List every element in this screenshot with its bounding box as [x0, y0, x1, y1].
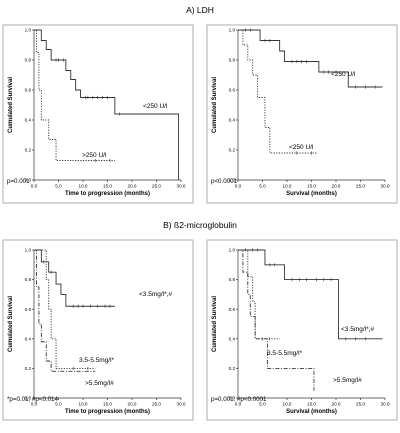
series-label: <250 U/l — [331, 71, 356, 78]
x-axis-title: Survival (months) — [286, 409, 337, 415]
y-tick-label: 0.2 — [25, 366, 32, 371]
y-tick-label: 0.4 — [229, 118, 236, 123]
panel-frame — [2, 239, 194, 421]
survival-curve-2 — [238, 29, 317, 154]
y-tick-label: 0.8 — [229, 277, 236, 282]
survival-curve-1 — [34, 249, 115, 307]
x-tick-label: 20.0 — [332, 184, 341, 189]
x-tick-label: 0.0 — [235, 184, 242, 189]
survival-curve-1 — [34, 29, 179, 180]
x-tick-label: 0.0 — [31, 402, 38, 407]
series-label: >5.5mg/l# — [85, 380, 114, 387]
x-tick-label: 10.0 — [283, 402, 292, 407]
y-tick-label: 0.6 — [229, 307, 236, 312]
x-axis-title: Time to progression (months) — [65, 191, 150, 197]
y-tick-label: 0.0 — [25, 396, 32, 401]
y-tick-label: 1.0 — [25, 28, 32, 33]
y-tick-label: 0.6 — [25, 88, 32, 93]
y-tick-label: 0.2 — [229, 148, 236, 153]
km-panel-3: 0.0 0.2 0.4 0.6 0.8 1.0 0.0 5.0 10.0 15.0 20.0 25.0… — [2, 239, 194, 421]
x-tick-label: 15.0 — [307, 402, 316, 407]
x-tick-label: 15.0 — [103, 184, 112, 189]
y-tick-label: 0.8 — [25, 58, 32, 63]
y-tick-label: 0.6 — [229, 88, 236, 93]
x-tick-label: 20.0 — [128, 184, 137, 189]
series-label: >250 U/l — [82, 152, 107, 159]
y-axis-title: Cumulated Survival — [212, 77, 218, 133]
series-label: <3.5mg/l*,# — [139, 291, 172, 298]
y-tick-label: 0.2 — [229, 366, 236, 371]
y-tick-label: 0.0 — [229, 396, 236, 401]
panel-frame — [206, 24, 398, 204]
x-tick-label: 15.0 — [307, 184, 316, 189]
y-tick-label: 0.6 — [25, 307, 32, 312]
y-tick-label: 0.0 — [25, 178, 32, 183]
x-axis-title: Survival (months) — [286, 191, 337, 197]
x-tick-label: 0.0 — [235, 402, 242, 407]
series-label: <3.5mg/l*,# — [341, 326, 374, 333]
x-tick-label: 25.0 — [356, 402, 365, 407]
x-tick-label: 30.0 — [177, 402, 186, 407]
series-label: >5.5mg/l# — [333, 377, 362, 384]
section-title-a: A) LDH — [186, 5, 214, 15]
x-tick-label: 30.0 — [381, 402, 390, 407]
y-axis-title: Cumulated Survival — [8, 296, 14, 352]
x-tick-label: 5.0 — [259, 402, 266, 407]
panel-frame — [2, 24, 194, 204]
x-tick-label: 10.0 — [79, 184, 88, 189]
y-tick-label: 0.4 — [25, 118, 32, 123]
x-tick-label: 15.0 — [103, 402, 112, 407]
survival-curve-1 — [238, 29, 383, 88]
series-label: 3.5-5.5mg/l* — [79, 357, 115, 364]
y-tick-label: 1.0 — [25, 248, 32, 253]
x-tick-label: 10.0 — [283, 184, 292, 189]
x-tick-label: 30.0 — [381, 184, 390, 189]
km-panels: 0.0 0.2 0.4 0.6 0.8 1.0 0.0 5.0 10.0 15.0 20.0 25.0… — [2, 24, 398, 421]
survival-curve-2 — [238, 249, 280, 340]
km-panel-4: 0.0 0.2 0.4 0.6 0.8 1.0 0.0 5.0 10.0 15.0 20.0 25.0… — [206, 239, 398, 421]
series-label: <250 U/l — [289, 144, 314, 151]
x-tick-label: 5.0 — [55, 184, 62, 189]
x-tick-label: 25.0 — [152, 184, 161, 189]
x-tick-label: 25.0 — [356, 184, 365, 189]
x-tick-label: 25.0 — [152, 402, 161, 407]
x-tick-label: 5.0 — [55, 402, 62, 407]
survival-curve-3 — [238, 249, 315, 391]
survival-curve-3 — [34, 249, 96, 372]
series-label: <250 U/l — [143, 103, 168, 110]
p-value: *p=0.01; #p<0.014 — [7, 396, 58, 403]
x-tick-label: 5.0 — [259, 184, 266, 189]
p-value: p<0.0001 — [211, 178, 238, 185]
section-title-b: B) ß2-microglobulin — [163, 220, 237, 230]
x-tick-label: 10.0 — [79, 402, 88, 407]
y-tick-label: 0.8 — [229, 58, 236, 63]
series-label: 3.5-5.5mg/l* — [267, 350, 303, 357]
y-tick-label: 0.4 — [25, 336, 32, 341]
x-tick-label: 30.0 — [177, 184, 186, 189]
x-axis-title: Time to progression (months) — [65, 409, 150, 415]
survival-curve-2 — [34, 29, 115, 161]
y-axis-title: Cumulated Survival — [212, 296, 218, 352]
y-tick-label: 0.2 — [25, 148, 32, 153]
p-value: p=0.001 — [7, 178, 30, 185]
y-axis-title: Cumulated Survival — [8, 77, 14, 133]
x-tick-label: 0.0 — [31, 184, 38, 189]
survival-curve-1 — [238, 249, 383, 340]
y-tick-label: 0.0 — [229, 178, 236, 183]
km-panel-2: 0.0 0.2 0.4 0.6 0.8 1.0 0.0 5.0 10.0 15.0 20.0 25.0… — [206, 24, 398, 204]
km-panel-1: 0.0 0.2 0.4 0.6 0.8 1.0 0.0 5.0 10.0 15.0 20.0 25.0… — [2, 24, 194, 204]
y-tick-label: 0.4 — [229, 336, 236, 341]
y-tick-label: 0.8 — [25, 277, 32, 282]
x-tick-label: 20.0 — [332, 402, 341, 407]
x-tick-label: 20.0 — [128, 402, 137, 407]
p-value: p=0.001; #p<0.0001 — [211, 396, 267, 403]
survival-curve-2 — [34, 249, 96, 369]
y-tick-label: 1.0 — [229, 248, 236, 253]
panel-frame — [206, 239, 398, 421]
y-tick-label: 1.0 — [229, 28, 236, 33]
